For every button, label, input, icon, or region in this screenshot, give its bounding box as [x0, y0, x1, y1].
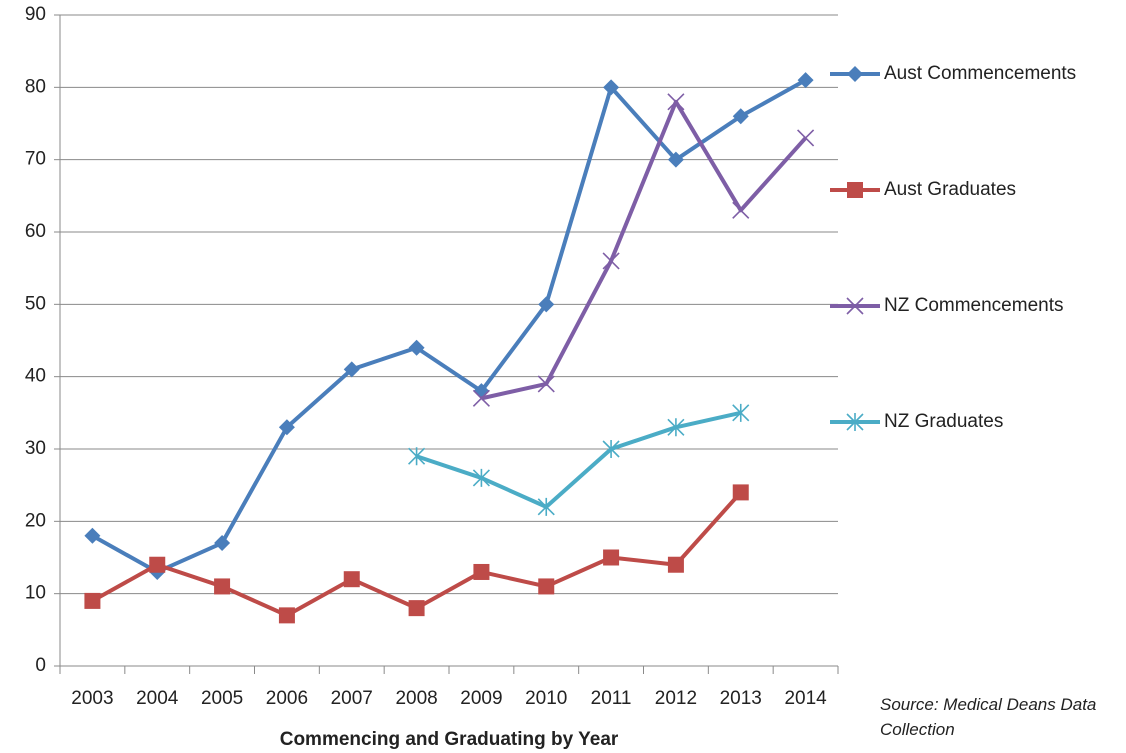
- marker: [408, 339, 425, 356]
- marker: [732, 484, 749, 501]
- marker: [538, 296, 555, 313]
- marker: [603, 549, 620, 566]
- x-tick-label: 2010: [525, 688, 567, 709]
- marker: [84, 592, 101, 609]
- marker: [84, 527, 101, 544]
- marker: [214, 578, 231, 595]
- marker: [667, 151, 684, 168]
- x-tick-label: 2013: [720, 688, 762, 709]
- marker: [537, 375, 555, 393]
- marker: [797, 129, 815, 147]
- marker: [602, 252, 620, 270]
- marker: [732, 201, 750, 219]
- marker: [278, 607, 295, 624]
- y-tick-label: 40: [25, 366, 46, 387]
- marker: [472, 389, 490, 407]
- marker: [149, 556, 166, 573]
- marker: [602, 440, 620, 458]
- marker: [538, 578, 555, 595]
- y-tick-label: 90: [25, 4, 46, 25]
- marker: [667, 556, 684, 573]
- series-line: [91, 491, 743, 618]
- series-line: [91, 78, 807, 574]
- y-tick-label: 70: [25, 149, 46, 170]
- x-tick-label: 2003: [71, 688, 113, 709]
- x-tick-label: 2012: [655, 688, 697, 709]
- marker: [732, 403, 750, 422]
- legend-marker: [846, 297, 864, 315]
- x-axis-label: Commencing and Graduating by Year: [280, 729, 619, 750]
- marker: [603, 79, 620, 96]
- marker: [473, 563, 490, 580]
- y-tick-label: 50: [25, 293, 46, 314]
- legend-marker: [846, 413, 864, 431]
- legend-label: NZ Graduates: [884, 411, 1003, 432]
- series-line: [415, 410, 742, 509]
- marker: [278, 419, 295, 436]
- y-tick-label: 20: [25, 510, 46, 531]
- marker: [667, 93, 685, 111]
- marker: [343, 571, 360, 588]
- series-line: [480, 99, 808, 401]
- x-tick-label: 2004: [136, 688, 179, 709]
- legend-marker: [847, 66, 863, 82]
- marker: [537, 497, 555, 516]
- marker: [472, 468, 490, 487]
- legend-label: NZ Commencements: [884, 295, 1064, 316]
- marker: [732, 108, 749, 125]
- x-tick-label: 2007: [331, 688, 373, 709]
- marker: [214, 535, 231, 552]
- y-tick-label: 80: [25, 76, 46, 97]
- x-tick-label: 2011: [591, 688, 632, 709]
- y-tick-label: 10: [25, 583, 46, 604]
- x-tick-label: 2009: [460, 688, 502, 709]
- x-tick-label: 2014: [784, 688, 827, 709]
- x-tick-label: 2006: [266, 688, 308, 709]
- legend-marker: [847, 182, 863, 198]
- marker: [343, 361, 360, 378]
- y-tick-label: 60: [25, 221, 46, 242]
- marker: [408, 447, 426, 466]
- legend-label: Aust Commencements: [884, 63, 1076, 84]
- source-note: Source: Medical Deans Data Collection: [880, 695, 1097, 739]
- legend-label: Aust Graduates: [884, 179, 1016, 200]
- y-tick-label: 0: [35, 655, 46, 676]
- x-tick-label: 2005: [201, 688, 243, 709]
- x-tick-label: 2008: [395, 688, 437, 709]
- marker: [797, 72, 814, 89]
- marker: [408, 600, 425, 617]
- marker: [667, 418, 685, 437]
- y-tick-label: 30: [25, 438, 46, 459]
